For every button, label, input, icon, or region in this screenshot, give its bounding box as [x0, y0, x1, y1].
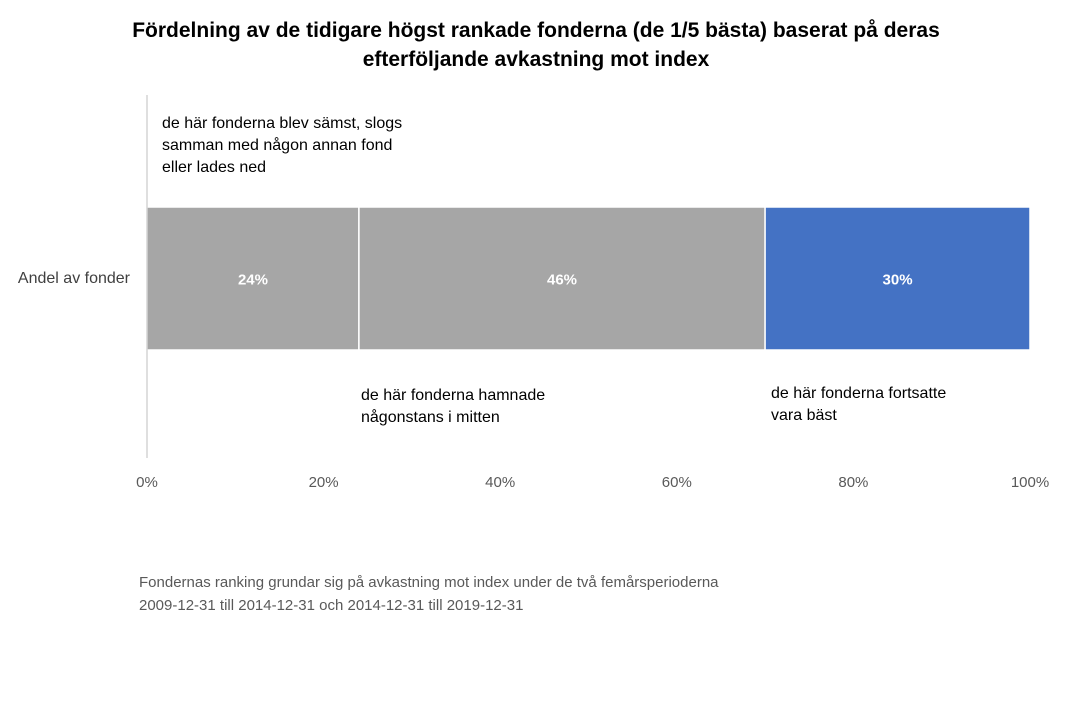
- category-label: Andel av fonder: [18, 270, 131, 287]
- x-tick-label: 60%: [662, 474, 692, 491]
- footnote-line-1: Fondernas ranking grundar sig på avkastn…: [139, 574, 719, 591]
- annotation-middle: de här fonderna hamnade någonstans i mit…: [361, 385, 545, 429]
- annotation-worst-line-1: de här fonderna blev sämst, slogs: [162, 115, 403, 132]
- segment-labels: 24% 46% 30%: [238, 272, 913, 289]
- annotation-middle-line-2: någonstans i mitten: [361, 409, 500, 426]
- annotation-middle-line-1: de här fonderna hamnade: [361, 387, 546, 404]
- x-tick-label: 40%: [485, 474, 515, 491]
- x-tick-label: 80%: [838, 474, 868, 491]
- footnote-line-2: 2009-12-31 till 2014-12-31 och 2014-12-3…: [139, 597, 524, 614]
- data-label-1: 24%: [238, 272, 268, 289]
- x-tick-label: 0%: [136, 474, 158, 491]
- annotation-worst-line-2: samman med någon annan fond: [162, 137, 393, 154]
- data-label-2: 46%: [547, 272, 577, 289]
- x-axis-ticks: 0% 20% 40% 60% 80% 100%: [136, 474, 1049, 491]
- x-tick-label: 20%: [309, 474, 339, 491]
- bar-segment-1: [146, 206, 360, 351]
- annotation-worst: de här fonderna blev sämst, slogs samman…: [162, 113, 402, 179]
- chart-title-line-1: Fördelning av de tidigare högst rankade …: [132, 19, 940, 42]
- annotation-best-line-1: de här fonderna fortsatte: [771, 385, 947, 402]
- annotation-best: de här fonderna fortsatte vara bäst: [771, 383, 946, 427]
- x-tick-label: 100%: [1011, 474, 1049, 491]
- bar-segments: [146, 206, 1031, 351]
- chart-title: Fördelning av de tidigare högst rankade …: [100, 16, 972, 74]
- annotation-best-line-2: vara bäst: [771, 407, 837, 424]
- bar-segment-3: [764, 206, 1031, 351]
- chart-title-line-2: efterföljande avkastning mot index: [362, 48, 710, 71]
- data-label-3: 30%: [883, 272, 913, 289]
- footnote: Fondernas ranking grundar sig på avkastn…: [139, 571, 719, 617]
- annotation-worst-line-3: eller lades ned: [162, 159, 267, 176]
